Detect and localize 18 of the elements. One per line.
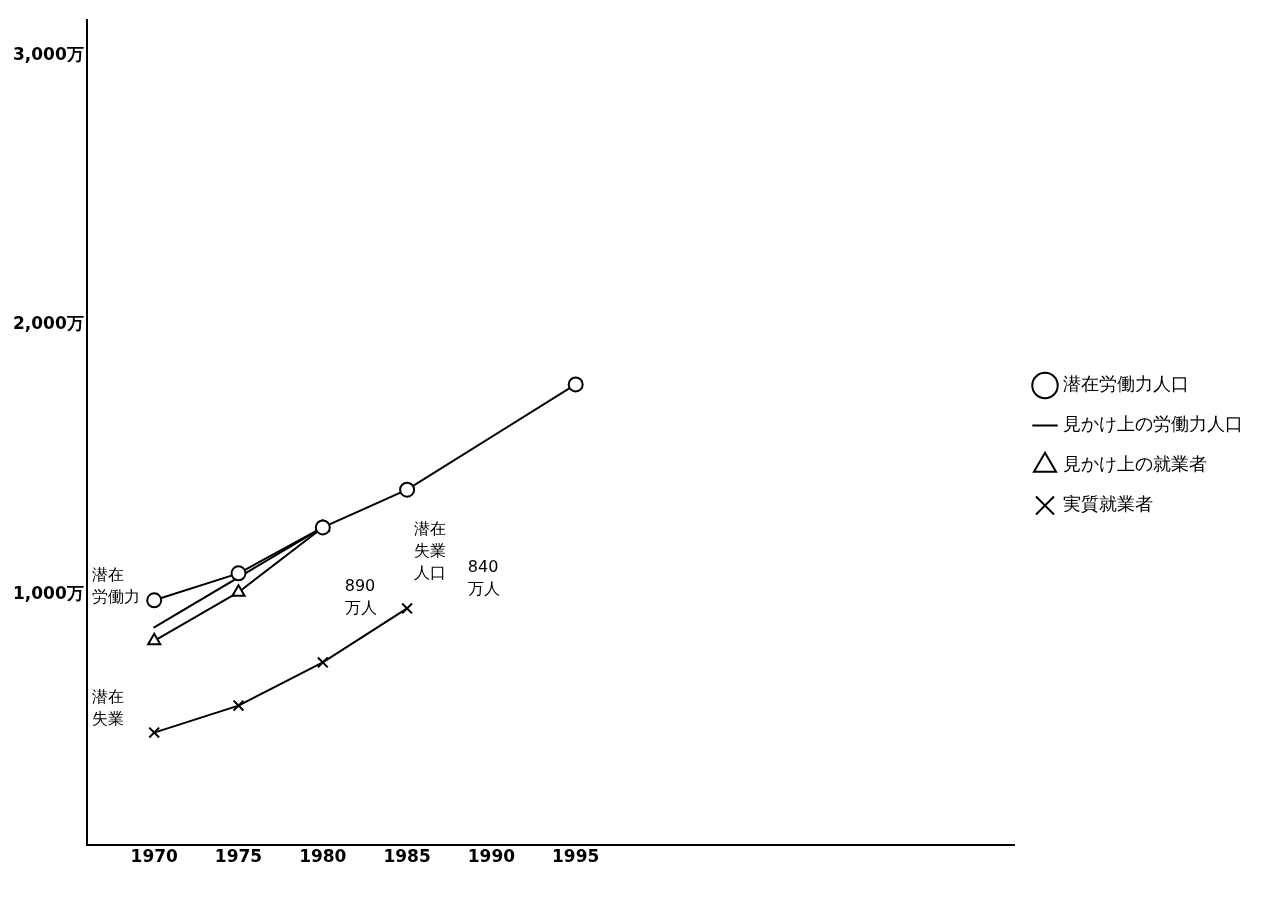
legend-label: 実質就業者 [1063,493,1153,515]
legend-label: 見かけ上の就業者 [1063,453,1207,475]
x-tick-label: 1975 [214,846,263,867]
annotation: 潜在失業 [91,686,124,728]
x-tick-label: 1990 [467,846,516,867]
annotation: 890万人 [344,575,377,617]
y-tick-label: 1,000万 [12,583,84,604]
x-tick-label: 1995 [552,846,600,867]
legend-label: 潜在労働力人口 [1063,373,1189,395]
y-tick-label: 2,000万 [12,313,84,334]
x-tick-label: 1970 [130,846,179,867]
legend-label: 見かけ上の労働力人口 [1063,413,1243,435]
x-tick-label: 1980 [299,846,347,867]
y-tick-label: 3,000万 [12,43,84,64]
annotation: 840万人 [467,556,500,598]
x-tick-label: 1985 [383,846,431,867]
annotation: 潜在労働力 [91,565,140,607]
annotation: 潜在失業人口 [413,519,446,583]
